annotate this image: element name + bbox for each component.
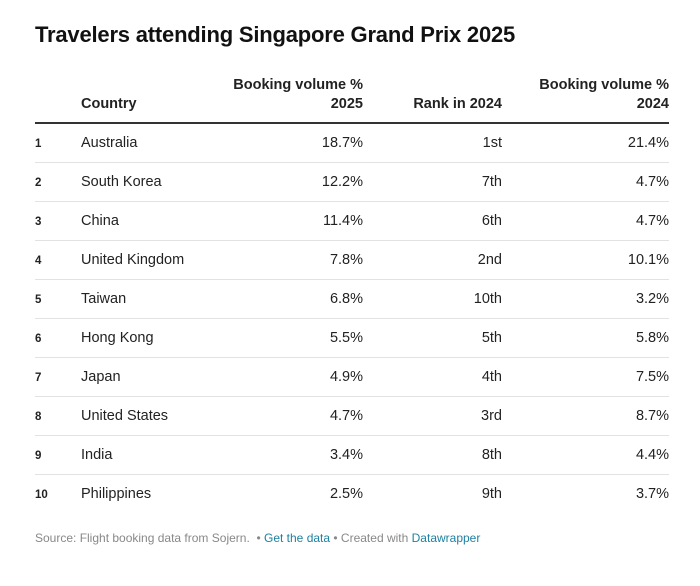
cell-rank-2024: 2nd — [477, 252, 502, 268]
cell-country: Japan — [81, 369, 121, 385]
header-booking-volume-2024: Booking volume % 2024 — [519, 76, 669, 114]
source-note: Source: Flight booking data from Sojern. — [35, 531, 250, 545]
cell-booking-volume-2024: 5.8% — [635, 330, 669, 346]
cell-rank-2024: 9th — [481, 486, 502, 502]
cell-booking-volume-2024: 3.2% — [635, 291, 669, 307]
cell-booking-volume-2024: 7.5% — [635, 369, 669, 385]
cell-booking-volume-2024: 10.1% — [627, 252, 669, 268]
header-country: Country — [81, 96, 137, 112]
cell-country: Hong Kong — [81, 330, 154, 346]
row-index: 5 — [35, 294, 42, 306]
table-row: 5 Taiwan 6.8% 10th 3.2% — [35, 280, 669, 319]
cell-country: United States — [81, 408, 169, 424]
footer-separator: • — [256, 531, 261, 545]
cell-country: Taiwan — [81, 291, 127, 307]
cell-booking-volume-2024: 4.7% — [635, 174, 669, 190]
cell-country: China — [81, 213, 119, 229]
cell-rank-2024: 6th — [481, 213, 502, 229]
cell-booking-volume-2025: 18.7% — [321, 135, 363, 151]
header-booking-volume-2025-line2: 2025 — [330, 96, 363, 112]
cell-booking-volume-2024: 4.7% — [635, 213, 669, 229]
header-booking-volume-2025-line1: Booking volume % — [233, 77, 363, 93]
cell-rank-2024: 5th — [481, 330, 502, 346]
cell-country: South Korea — [81, 174, 162, 190]
cell-rank-2024: 10th — [473, 291, 502, 307]
datawrapper-link[interactable]: Datawrapper — [411, 531, 481, 545]
cell-rank-2024: 1st — [482, 135, 502, 151]
row-index: 8 — [35, 411, 42, 423]
cell-booking-volume-2025: 7.8% — [329, 252, 363, 268]
cell-rank-2024: 7th — [481, 174, 502, 190]
cell-booking-volume-2025: 11.4% — [322, 213, 363, 229]
cell-booking-volume-2025: 12.2% — [321, 174, 363, 190]
table-row: 7 Japan 4.9% 4th 7.5% — [35, 358, 669, 397]
table-header: Country Booking volume % 2025 Rank in 20… — [35, 76, 669, 124]
chart-title: Travelers attending Singapore Grand Prix… — [35, 22, 516, 47]
row-index: 2 — [35, 177, 42, 189]
cell-rank-2024: 8th — [481, 447, 502, 463]
created-with-text: • Created with — [333, 531, 409, 545]
table-row: 10 Philippines 2.5% 9th 3.7% — [35, 475, 669, 513]
cell-rank-2024: 4th — [481, 369, 502, 385]
cell-booking-volume-2024: 21.4% — [627, 135, 669, 151]
cell-booking-volume-2024: 4.4% — [635, 447, 669, 463]
cell-booking-volume-2025: 4.7% — [329, 408, 363, 424]
table-row: 9 India 3.4% 8th 4.4% — [35, 436, 669, 475]
table-row: 4 United Kingdom 7.8% 2nd 10.1% — [35, 241, 669, 280]
header-rank-2024: Rank in 2024 — [413, 96, 502, 112]
table-row: 6 Hong Kong 5.5% 5th 5.8% — [35, 319, 669, 358]
row-index: 9 — [35, 450, 42, 462]
cell-booking-volume-2024: 3.7% — [635, 486, 669, 502]
cell-booking-volume-2025: 4.9% — [329, 369, 363, 385]
header-booking-volume-2024-line1: Booking volume % — [539, 77, 669, 93]
row-index: 10 — [35, 489, 48, 501]
cell-booking-volume-2025: 6.8% — [329, 291, 363, 307]
header-booking-volume-2025: Booking volume % 2025 — [213, 76, 363, 114]
get-the-data-link[interactable]: Get the data — [264, 531, 331, 545]
cell-country: India — [81, 447, 113, 463]
cell-rank-2024: 3rd — [481, 408, 502, 424]
cell-booking-volume-2025: 2.5% — [329, 486, 363, 502]
cell-booking-volume-2025: 5.5% — [329, 330, 363, 346]
cell-country: Australia — [81, 135, 138, 151]
table-row: 3 China 11.4% 6th 4.7% — [35, 202, 669, 241]
table-row: 1 Australia 18.7% 1st 21.4% — [35, 124, 669, 163]
table-row: 8 United States 4.7% 3rd 8.7% — [35, 397, 669, 436]
header-booking-volume-2024-line2: 2024 — [636, 96, 669, 112]
row-index: 4 — [35, 255, 42, 267]
row-index: 6 — [35, 333, 42, 345]
table-body: 1 Australia 18.7% 1st 21.4% 2 South Korea 12.2%… — [35, 124, 669, 513]
cell-booking-volume-2024: 8.7% — [635, 408, 669, 424]
cell-country: United Kingdom — [81, 252, 185, 268]
row-index: 7 — [35, 372, 42, 384]
cell-country: Philippines — [81, 486, 152, 502]
footer: Source: Flight booking data from Sojern.… — [35, 531, 480, 545]
row-index: 3 — [35, 216, 42, 228]
row-index: 1 — [35, 138, 42, 150]
data-table: Country Booking volume % 2025 Rank in 20… — [35, 76, 669, 513]
cell-booking-volume-2025: 3.4% — [329, 447, 363, 463]
table-row: 2 South Korea 12.2% 7th 4.7% — [35, 163, 669, 202]
